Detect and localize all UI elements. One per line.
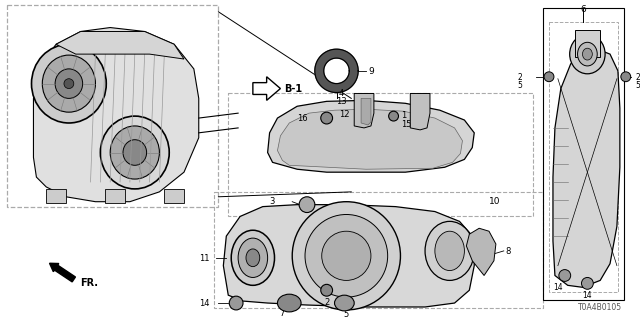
Text: 14: 14: [199, 299, 209, 308]
Text: 15: 15: [401, 120, 412, 129]
Polygon shape: [33, 28, 199, 202]
Text: 5: 5: [344, 310, 349, 319]
Text: 7: 7: [280, 309, 285, 318]
Bar: [543, 8, 624, 300]
Ellipse shape: [246, 249, 260, 267]
Bar: [164, 189, 184, 203]
Ellipse shape: [229, 296, 243, 310]
Polygon shape: [268, 100, 474, 172]
Ellipse shape: [621, 72, 630, 82]
Text: FR.: FR.: [80, 278, 98, 288]
Text: 10: 10: [489, 197, 500, 206]
Polygon shape: [56, 31, 184, 59]
Ellipse shape: [321, 284, 333, 296]
Ellipse shape: [31, 44, 106, 123]
Polygon shape: [553, 49, 620, 287]
Ellipse shape: [582, 48, 592, 60]
Ellipse shape: [322, 231, 371, 280]
Bar: [214, 192, 543, 308]
Text: T0A4B0105: T0A4B0105: [578, 303, 622, 312]
Ellipse shape: [110, 126, 159, 179]
Ellipse shape: [42, 55, 95, 112]
Text: 13: 13: [336, 97, 347, 107]
Polygon shape: [467, 228, 496, 276]
Polygon shape: [253, 77, 280, 100]
Text: 4: 4: [339, 89, 344, 98]
Text: B-1: B-1: [284, 84, 303, 94]
Ellipse shape: [335, 295, 354, 311]
Ellipse shape: [292, 202, 401, 310]
Text: 5: 5: [636, 81, 640, 90]
Ellipse shape: [582, 277, 593, 289]
Text: 1: 1: [401, 111, 406, 120]
Bar: [106, 189, 125, 203]
Ellipse shape: [123, 140, 147, 165]
Ellipse shape: [388, 111, 399, 121]
Bar: [575, 29, 600, 57]
Ellipse shape: [64, 79, 74, 89]
Text: 16: 16: [297, 114, 307, 123]
Text: 9: 9: [368, 67, 374, 76]
Ellipse shape: [278, 294, 301, 312]
Polygon shape: [223, 205, 474, 307]
Text: 12: 12: [339, 110, 349, 119]
Ellipse shape: [100, 116, 169, 189]
Text: 14: 14: [582, 291, 592, 300]
Ellipse shape: [299, 197, 315, 212]
Text: 2: 2: [518, 73, 522, 82]
Bar: [7, 5, 218, 207]
Text: 6: 6: [580, 5, 586, 14]
Polygon shape: [354, 93, 374, 128]
Bar: [549, 22, 618, 292]
Ellipse shape: [577, 42, 597, 66]
Text: 3: 3: [269, 197, 275, 206]
Text: 2: 2: [636, 73, 640, 82]
Bar: [228, 93, 533, 216]
FancyArrow shape: [49, 263, 76, 282]
Text: 5: 5: [518, 81, 522, 90]
Ellipse shape: [435, 231, 465, 271]
Ellipse shape: [238, 238, 268, 277]
Ellipse shape: [231, 230, 275, 285]
Polygon shape: [315, 49, 358, 92]
Text: 2: 2: [324, 298, 330, 307]
Ellipse shape: [321, 112, 333, 124]
Text: 11: 11: [199, 254, 209, 263]
Ellipse shape: [570, 35, 605, 74]
Ellipse shape: [55, 69, 83, 98]
Ellipse shape: [544, 72, 554, 82]
Polygon shape: [361, 98, 371, 125]
Bar: [46, 189, 66, 203]
Text: 14: 14: [553, 284, 563, 292]
Ellipse shape: [425, 221, 474, 280]
Text: 8: 8: [506, 247, 511, 256]
Ellipse shape: [305, 214, 388, 297]
Polygon shape: [410, 93, 430, 130]
Ellipse shape: [559, 269, 571, 281]
Polygon shape: [278, 109, 463, 169]
